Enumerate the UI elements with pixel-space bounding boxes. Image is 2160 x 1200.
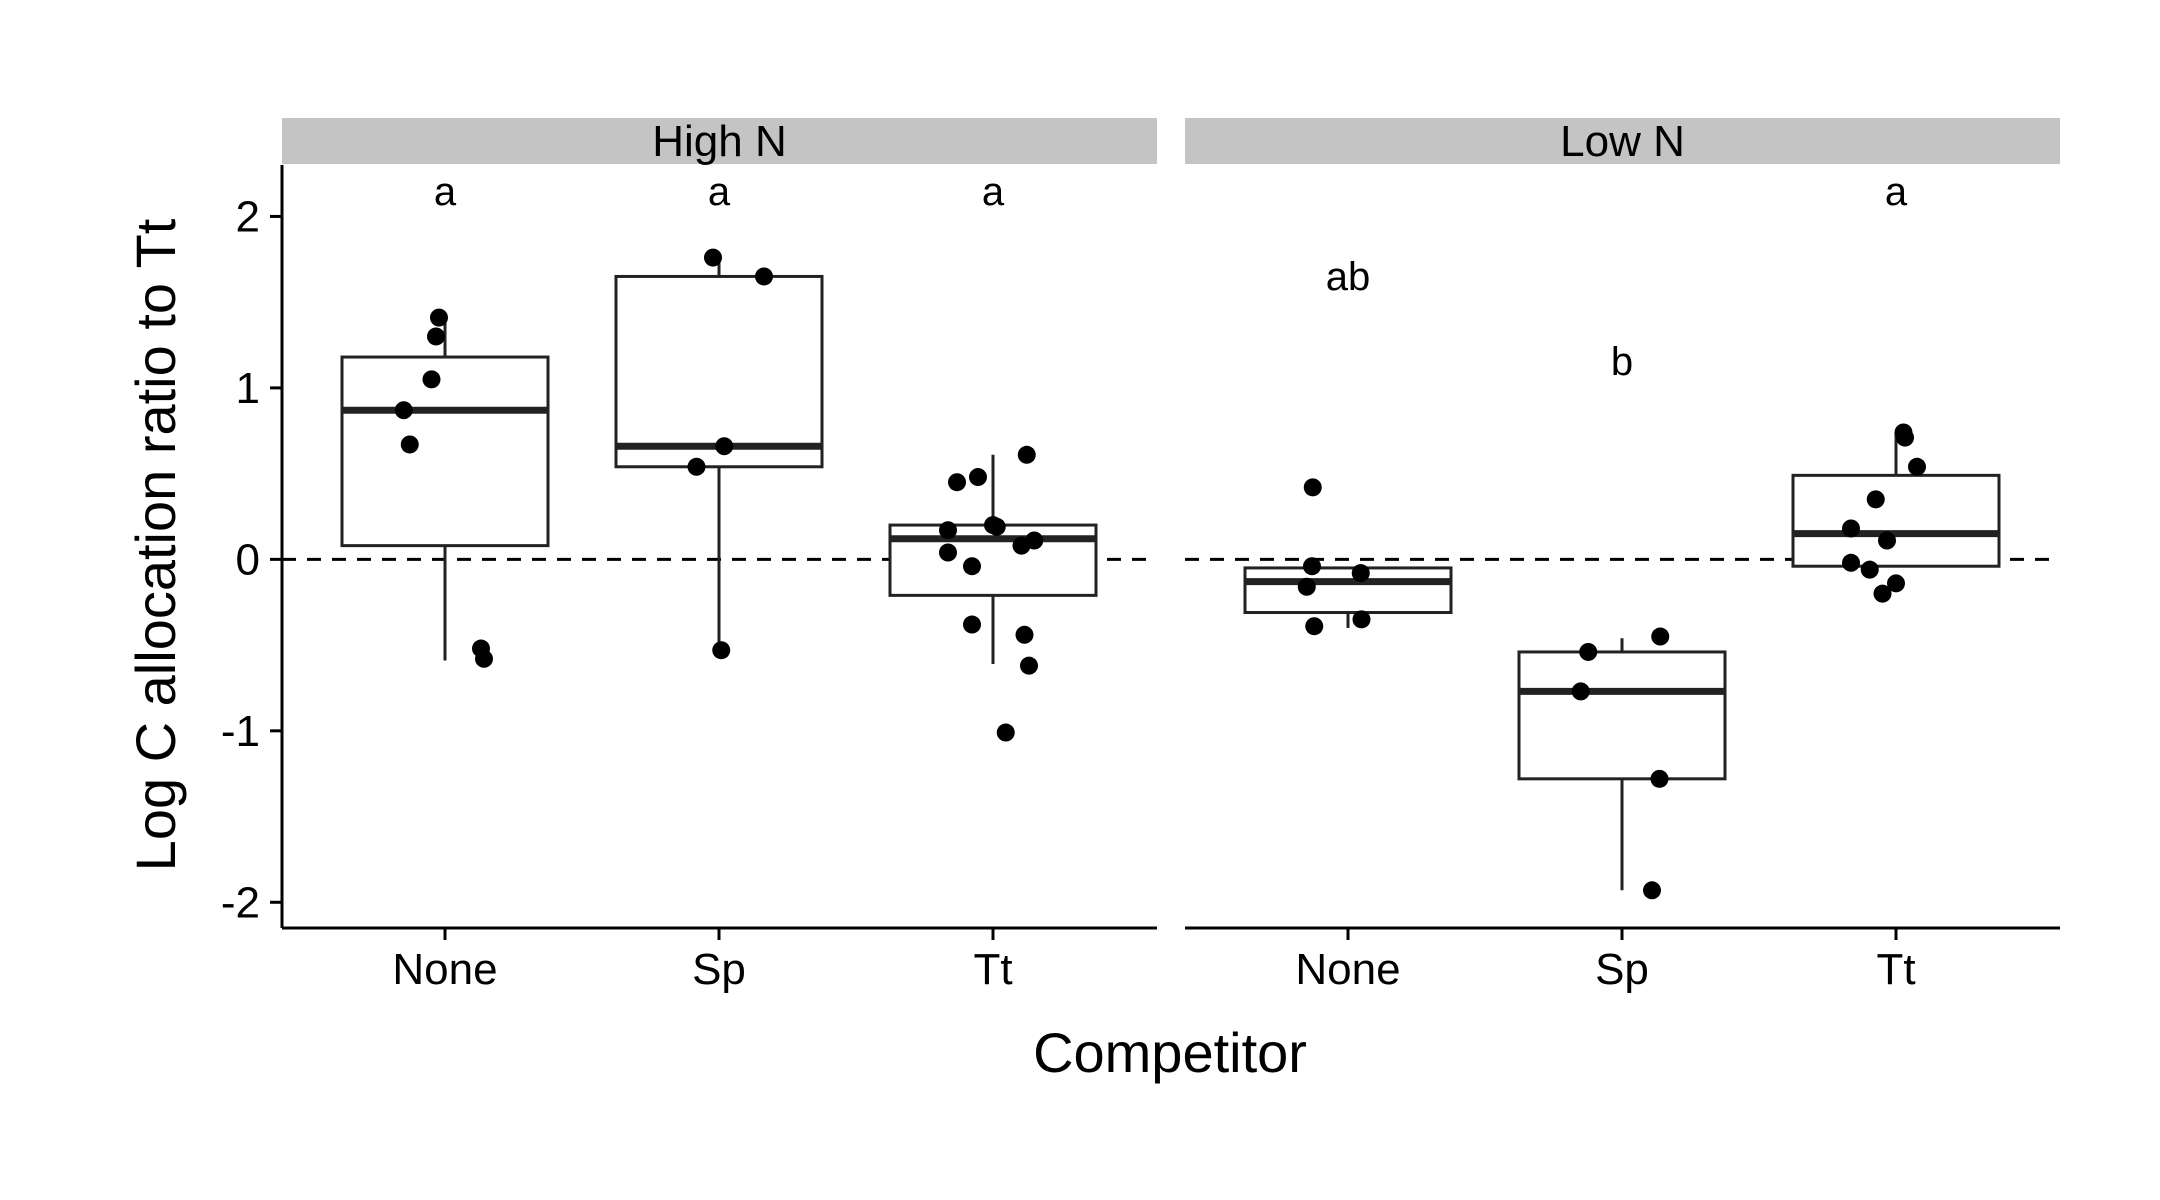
data-point <box>948 473 966 492</box>
data-point <box>963 557 981 576</box>
group-sp: Sp a <box>614 170 824 994</box>
y-tick-label: 2 <box>236 192 260 241</box>
data-point <box>1643 881 1661 900</box>
box <box>1243 566 1453 615</box>
data-point <box>1908 457 1926 476</box>
significance-letter: ab <box>1326 255 1371 299</box>
data-point <box>394 401 413 420</box>
data-point <box>939 543 957 562</box>
panel-high-n: High N -2 -1 0 1 2 None a Sp a Tt a <box>221 117 1157 994</box>
data-point <box>1887 574 1905 593</box>
data-point <box>1305 617 1324 636</box>
x-tick-label: Tt <box>1876 945 1915 994</box>
facet-strip <box>282 118 1157 164</box>
box <box>1791 473 2001 568</box>
data-point <box>939 521 957 540</box>
group-none: None a <box>340 170 550 994</box>
group-none: None ab <box>1243 255 1453 994</box>
data-point <box>1860 560 1879 579</box>
x-axis-title: Competitor <box>1033 1021 1307 1084</box>
x-tick-label: None <box>392 945 497 994</box>
y-tick-label: -2 <box>221 878 260 927</box>
data-point <box>1878 531 1896 550</box>
box <box>614 274 824 469</box>
facet-strip-label: High N <box>652 117 787 166</box>
data-point <box>1303 478 1322 497</box>
significance-letter: a <box>434 170 457 214</box>
data-point <box>1352 610 1371 629</box>
data-point <box>996 723 1015 742</box>
data-point <box>1873 584 1892 603</box>
group-tt: Tt a <box>1791 170 2001 994</box>
data-point <box>1015 625 1034 644</box>
significance-letter: a <box>708 170 731 214</box>
data-point <box>704 248 722 267</box>
data-point <box>712 641 731 660</box>
data-point <box>755 267 773 286</box>
data-point <box>1866 490 1885 509</box>
box <box>340 355 550 548</box>
data-point <box>1651 627 1670 646</box>
data-point <box>1012 536 1031 555</box>
data-point <box>1017 445 1036 464</box>
facet-strip-label: Low N <box>1560 117 1685 166</box>
data-point <box>1571 682 1590 701</box>
x-tick-label: Sp <box>1595 945 1649 994</box>
data-point <box>1297 577 1316 596</box>
data-point <box>475 649 493 668</box>
data-point <box>1303 557 1321 576</box>
data-point <box>1351 564 1370 583</box>
significance-letter: a <box>982 170 1005 214</box>
x-tick-label: Tt <box>973 945 1012 994</box>
data-point <box>1020 656 1038 675</box>
panel-low-n: Low N None ab Sp b Tt a <box>1185 117 2060 994</box>
data-point <box>1842 553 1860 572</box>
significance-letter: b <box>1611 340 1633 384</box>
significance-letter: a <box>1885 170 1908 214</box>
group-sp: Sp b <box>1517 340 1727 994</box>
data-point <box>963 615 981 634</box>
data-point <box>430 308 448 327</box>
data-point <box>1650 769 1669 788</box>
data-point <box>687 457 706 476</box>
data-point <box>1896 428 1914 447</box>
box <box>1517 650 1727 781</box>
y-tick-label: 0 <box>236 535 260 584</box>
y-axis-title: Log C allocation ratio to Tt <box>124 218 187 871</box>
y-tick-label: -1 <box>221 707 260 756</box>
x-tick-label: Sp <box>692 945 746 994</box>
data-point <box>1579 642 1598 661</box>
data-point <box>427 327 445 346</box>
group-tt: Tt a <box>888 170 1098 994</box>
facet-strip <box>1185 118 2060 164</box>
data-point <box>400 435 419 454</box>
x-tick-label: None <box>1295 945 1400 994</box>
data-point <box>422 370 441 389</box>
facet-panels: High N -2 -1 0 1 2 None a Sp a Tt a Low N None ab Sp b Tt… <box>221 117 2060 994</box>
data-point <box>969 468 987 487</box>
y-tick-label: 1 <box>236 364 260 413</box>
data-point <box>715 437 734 456</box>
data-point <box>1842 519 1860 538</box>
data-point <box>987 517 1006 536</box>
